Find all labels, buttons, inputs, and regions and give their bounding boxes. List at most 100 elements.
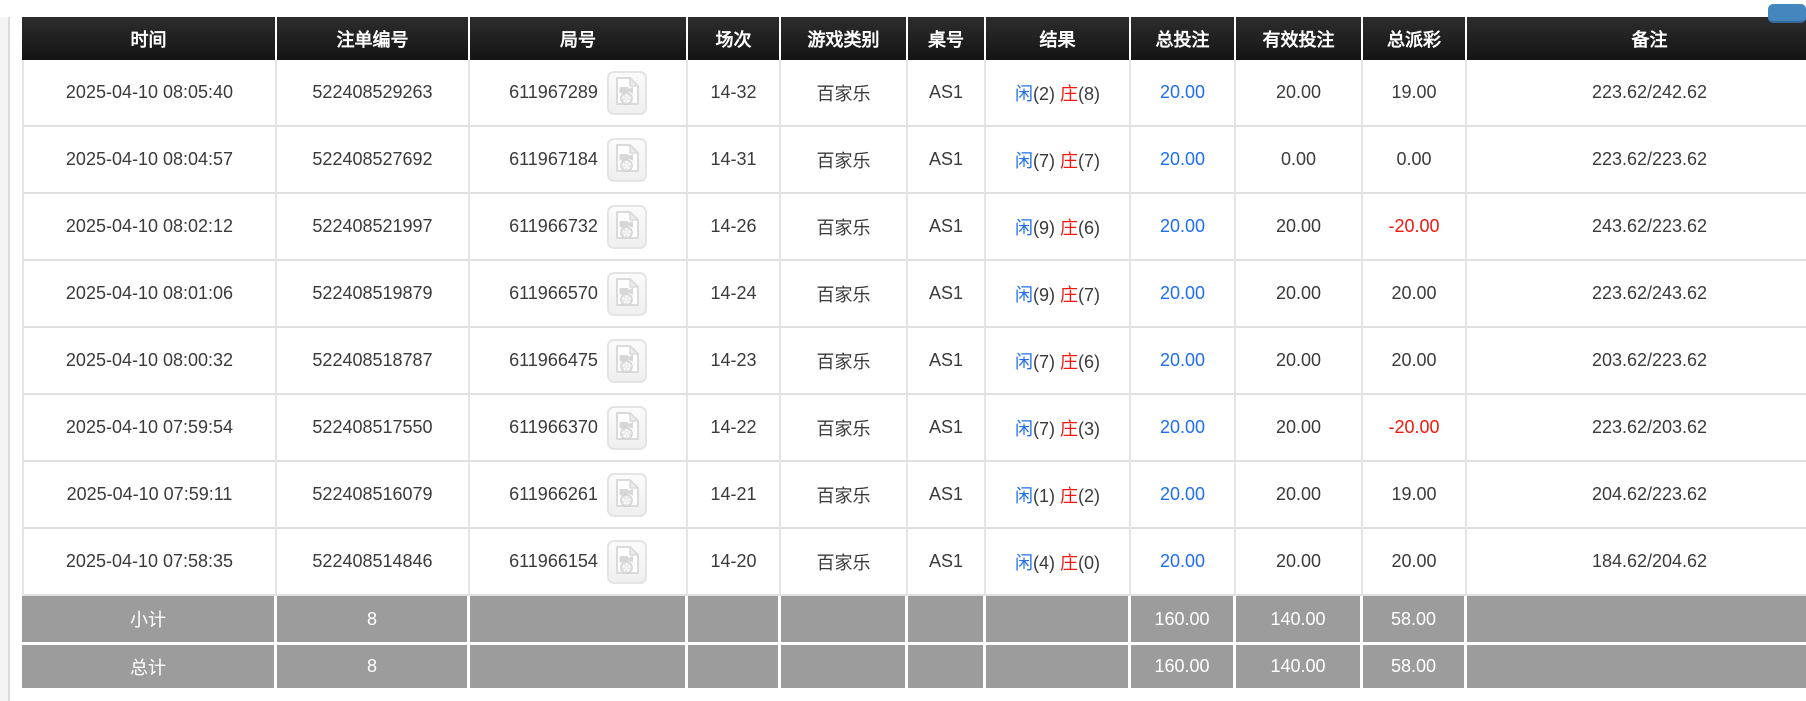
column-header-bet_no: 注单编号 — [277, 17, 470, 60]
table-header: 时间 注单编号 局号 场次 游戏类别 桌号 结果 总投注 有效投注 总派彩 备注 — [22, 17, 1806, 60]
video-record-button[interactable] — [606, 405, 647, 450]
player-result-label: 闲 — [1014, 485, 1033, 506]
player-result-score: (2) — [1032, 83, 1055, 104]
table-footer: 小计 8 160.00 140.00 58.00 总计 8 160.00 140.00 58.00 — [22, 596, 1806, 688]
total-bet-link[interactable]: 20.00 — [1159, 216, 1206, 236]
video-record-button[interactable] — [606, 539, 647, 584]
banker-result-score: (6) — [1078, 217, 1100, 238]
player-result-score: (9) — [1032, 217, 1055, 238]
video-record-button[interactable] — [606, 70, 647, 115]
player-result-label: 闲 — [1014, 351, 1033, 372]
table-row: 2025-04-10 08:01:06 522408519879 611966570… — [22, 261, 1806, 328]
video-record-button[interactable] — [606, 338, 647, 383]
cell-remark: 223.62/243.62 — [1467, 261, 1806, 328]
partial-blue-button[interactable] — [1768, 4, 1806, 23]
total-bet-link[interactable]: 20.00 — [1159, 350, 1206, 370]
round-no-text: 611966475 — [509, 350, 598, 370]
cell-round-no: 611966370 — [470, 395, 688, 462]
cell-game-type: 百家乐 — [781, 60, 908, 127]
player-result-score: (7) — [1032, 150, 1055, 171]
cell-valid-bet: 20.00 — [1236, 529, 1363, 596]
banker-result-score: (7) — [1078, 150, 1100, 171]
cell-game-type: 百家乐 — [781, 328, 908, 395]
footer-empty — [1467, 642, 1806, 688]
column-header-session: 场次 — [688, 17, 781, 60]
cell-session: 14-31 — [688, 127, 781, 194]
footer-label: 小计 — [22, 596, 277, 642]
cell-session: 14-23 — [688, 328, 781, 395]
round-no-wrap: 611966370 — [471, 405, 685, 450]
cell-total-payout: 20.00 — [1363, 261, 1467, 328]
footer-empty — [986, 596, 1131, 642]
video-record-icon — [614, 143, 640, 176]
cell-session: 14-21 — [688, 462, 781, 529]
cell-table-no: AS1 — [908, 529, 986, 596]
cell-valid-bet: 20.00 — [1236, 261, 1363, 328]
video-record-icon — [614, 545, 640, 578]
cell-bet-no: 522408517550 — [277, 395, 470, 462]
cell-valid-bet: 0.00 — [1236, 127, 1363, 194]
cell-remark: 204.62/223.62 — [1467, 462, 1806, 529]
banker-result-label: 庄 — [1060, 351, 1078, 372]
total-bet-link[interactable]: 20.00 — [1159, 283, 1206, 303]
cell-game-type: 百家乐 — [781, 395, 908, 462]
video-record-button[interactable] — [606, 271, 647, 316]
footer-empty — [781, 596, 908, 642]
video-record-icon — [614, 344, 640, 377]
player-result-score: (4) — [1032, 552, 1055, 573]
video-record-button[interactable] — [606, 472, 647, 517]
total-bet-link[interactable]: 20.00 — [1159, 484, 1206, 504]
column-header-round_no: 局号 — [470, 17, 688, 60]
cell-game-type: 百家乐 — [781, 529, 908, 596]
bet-records-table: 时间 注单编号 局号 场次 游戏类别 桌号 结果 总投注 有效投注 总派彩 备注 2025-04-1… — [22, 17, 1806, 688]
cell-valid-bet: 20.00 — [1236, 194, 1363, 261]
total-bet-link[interactable]: 20.00 — [1159, 551, 1206, 571]
player-result-label: 闲 — [1014, 418, 1033, 439]
footer-empty — [986, 642, 1131, 688]
cell-session: 14-26 — [688, 194, 781, 261]
cell-round-no: 611966570 — [470, 261, 688, 328]
footer-total-bet: 160.00 — [1131, 642, 1236, 688]
cell-total-bet: 20.00 — [1131, 328, 1236, 395]
player-result-label: 闲 — [1014, 150, 1033, 171]
round-no-text: 611967184 — [509, 149, 598, 169]
total-bet-link[interactable]: 20.00 — [1159, 149, 1206, 169]
cell-round-no: 611966154 — [470, 529, 688, 596]
round-no-text: 611966732 — [509, 216, 598, 236]
cell-round-no: 611967184 — [470, 127, 688, 194]
header-row: 时间 注单编号 局号 场次 游戏类别 桌号 结果 总投注 有效投注 总派彩 备注 — [22, 17, 1806, 60]
total-bet-link[interactable]: 20.00 — [1159, 417, 1206, 437]
cell-result: 闲(9) 庄(6) — [986, 194, 1131, 261]
banker-result-score: (0) — [1078, 552, 1100, 573]
cell-session: 14-22 — [688, 395, 781, 462]
video-record-button[interactable] — [606, 137, 647, 182]
round-no-wrap: 611967184 — [471, 137, 685, 182]
cell-total-bet: 20.00 — [1131, 194, 1236, 261]
cell-result: 闲(7) 庄(7) — [986, 127, 1131, 194]
subtotal-row: 小计 8 160.00 140.00 58.00 — [22, 596, 1806, 642]
banker-result-score: (2) — [1078, 485, 1100, 506]
table-body: 2025-04-10 08:05:40 522408529263 611967289… — [22, 60, 1806, 596]
cell-session: 14-20 — [688, 529, 781, 596]
round-no-wrap: 611966154 — [471, 539, 685, 584]
footer-empty — [908, 596, 986, 642]
cell-remark: 184.62/204.62 — [1467, 529, 1806, 596]
column-header-game_type: 游戏类别 — [781, 17, 908, 60]
cell-time: 2025-04-10 08:05:40 — [22, 60, 277, 127]
cell-result: 闲(7) 庄(3) — [986, 395, 1131, 462]
footer-valid-bet: 140.00 — [1236, 596, 1363, 642]
footer-total-bet: 160.00 — [1131, 596, 1236, 642]
cell-time: 2025-04-10 08:02:12 — [22, 194, 277, 261]
cell-round-no: 611967289 — [470, 60, 688, 127]
total-bet-link[interactable]: 20.00 — [1159, 82, 1206, 102]
cell-table-no: AS1 — [908, 60, 986, 127]
cell-bet-no: 522408518787 — [277, 328, 470, 395]
cell-remark: 243.62/223.62 — [1467, 194, 1806, 261]
column-header-valid_bet: 有效投注 — [1236, 17, 1363, 60]
cell-bet-no: 522408514846 — [277, 529, 470, 596]
video-record-button[interactable] — [606, 204, 647, 249]
cell-time: 2025-04-10 07:59:54 — [22, 395, 277, 462]
footer-count: 8 — [277, 642, 470, 688]
round-no-text: 611966370 — [509, 417, 598, 437]
left-panel-divider — [0, 17, 10, 701]
